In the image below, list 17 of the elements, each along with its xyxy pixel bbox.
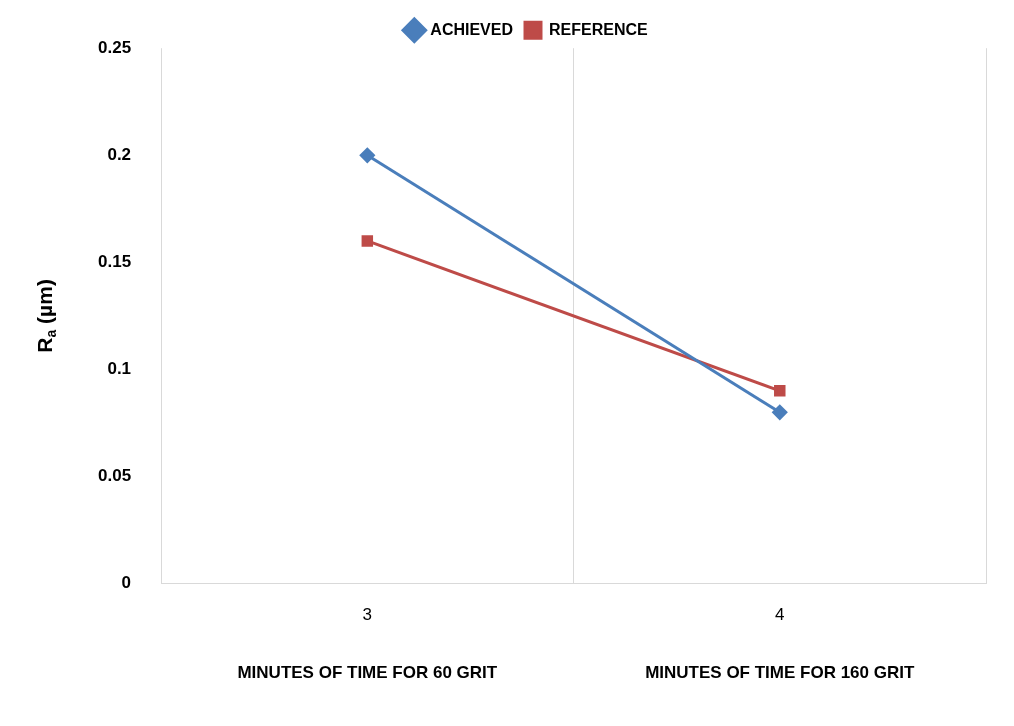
point bbox=[774, 385, 786, 397]
legend-label: REFERENCE bbox=[549, 20, 649, 38]
y-tick-label: 0.1 bbox=[107, 359, 132, 379]
point bbox=[772, 404, 788, 420]
point bbox=[361, 235, 374, 247]
y-axis-title: Ra (µm) bbox=[32, 279, 59, 353]
y-tick-label: 0.05 bbox=[97, 466, 132, 486]
y-tick-label: 0.25 bbox=[97, 37, 132, 57]
x-tick-label: 3 bbox=[362, 605, 373, 625]
point bbox=[359, 147, 375, 163]
text: MINUTES OF TIME FOR 160 GRIT bbox=[645, 663, 915, 683]
text: MINUTES OF TIME FOR 60 GRIT bbox=[237, 663, 498, 683]
y-tick-label: 0.15 bbox=[97, 252, 132, 272]
y-tick-label: 0 bbox=[121, 573, 132, 593]
y-tick-label: 0.2 bbox=[107, 144, 132, 164]
x-tick-label: 4 bbox=[775, 605, 785, 625]
legend-label: ACHIEVED bbox=[430, 20, 514, 38]
